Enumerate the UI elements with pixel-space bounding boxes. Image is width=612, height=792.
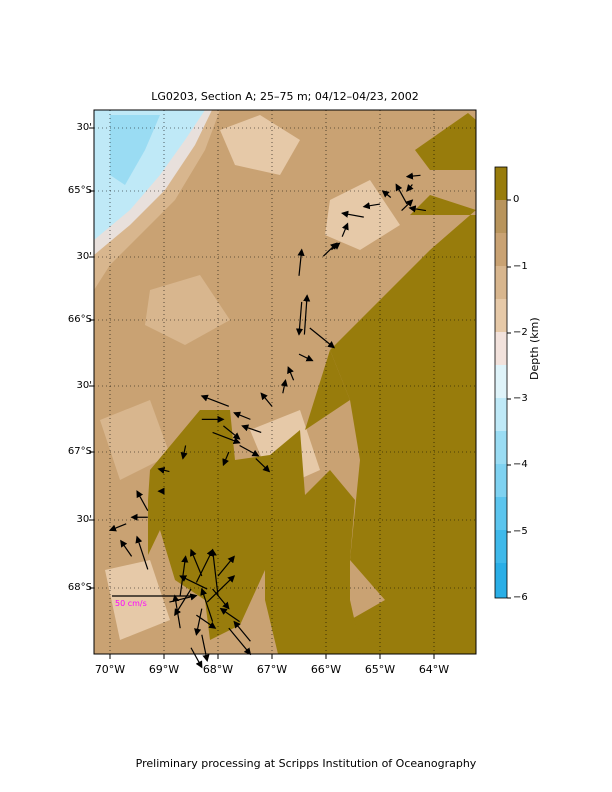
colorbar-tick: 0 [513,194,520,205]
y-tick-label: 30' [76,514,92,525]
y-tick-label: 30' [76,251,92,262]
current-vector [295,301,304,336]
current-vector [309,327,336,349]
current-vector [255,458,271,473]
colorbar-tick: −2 [513,327,528,338]
current-vector [280,379,288,394]
current-vector [233,620,251,642]
y-tick-label: 67°S [67,446,92,457]
x-tick-label: 65°W [364,663,396,676]
ticks [89,127,435,659]
current-vector [196,614,217,629]
current-vector [406,184,414,192]
current-vector [206,575,236,603]
colorbar-tick: −1 [513,261,528,272]
scale-label: 50 cm/s [115,599,147,608]
current-vector [298,353,314,362]
y-tick-label: 66°S [67,314,92,325]
current-vector [136,490,149,512]
colorbar [494,166,511,599]
current-vector [239,444,260,457]
shallow-patch-6 [105,560,170,640]
x-tick-label: 69°W [148,663,180,676]
current-vectors [108,172,426,669]
land-mass [330,195,476,654]
shallow-patch-4 [100,400,170,480]
current-vector [179,575,208,590]
footer-note: Preliminary processing at Scripps Instit… [135,757,477,770]
current-vector [241,424,262,433]
y-tick-label: 30' [76,380,92,391]
colorbar-tick: −6 [513,592,528,603]
current-vector [228,627,252,656]
x-tick-label: 68°W [202,663,234,676]
current-vector [287,366,295,381]
x-tick-label: 66°W [310,663,342,676]
current-vector [189,548,203,577]
map-title: LG0203, Section A; 25–75 m; 04/12–04/23,… [151,90,419,103]
land-mass-2 [415,113,476,170]
x-tick-label: 64°W [418,663,450,676]
colorbar-tick: −5 [513,526,528,537]
x-tick-label: 67°W [256,663,288,676]
current-vector [135,535,149,570]
y-tick-label: 30' [76,122,92,133]
colorbar-title: Depth (km) [528,317,541,380]
current-vector [341,222,349,237]
current-vector [297,248,305,276]
current-vector [200,394,230,407]
y-tick-label: 68°S [67,582,92,593]
current-vector [381,190,392,198]
current-vector [408,205,426,213]
current-vector [212,588,230,610]
current-vector [194,608,203,636]
y-tick-label: 65°S [67,185,92,196]
colorbar-tick: −3 [513,393,528,404]
current-vector [219,607,240,623]
current-vector [217,555,235,577]
current-vector [201,634,210,662]
current-vector [209,548,219,596]
current-vector [180,445,188,460]
current-vector [401,199,414,212]
current-vector [222,451,230,467]
current-vector [223,425,241,440]
colorbar-tick: −4 [513,459,528,470]
current-vector [233,411,251,420]
current-vector [120,539,133,557]
current-vector [190,647,203,669]
current-vector [212,431,241,445]
current-vector [157,466,170,474]
current-vector [260,392,273,407]
current-vector [395,183,408,205]
island-1 [305,350,350,430]
current-vector [362,202,381,210]
deeper-ocean [110,115,160,185]
current-vector [200,587,214,622]
map-frame [93,109,477,655]
shallow-patch-1 [220,115,300,175]
current-vector [172,594,181,629]
current-vector [341,210,364,218]
x-tick-label: 70°W [94,663,126,676]
grid [94,110,476,654]
current-vector [303,294,311,335]
current-vector [405,172,421,180]
current-vector [108,523,127,532]
current-vector [179,555,189,596]
shallow-patch-3 [145,275,230,345]
current-vector [322,242,338,257]
